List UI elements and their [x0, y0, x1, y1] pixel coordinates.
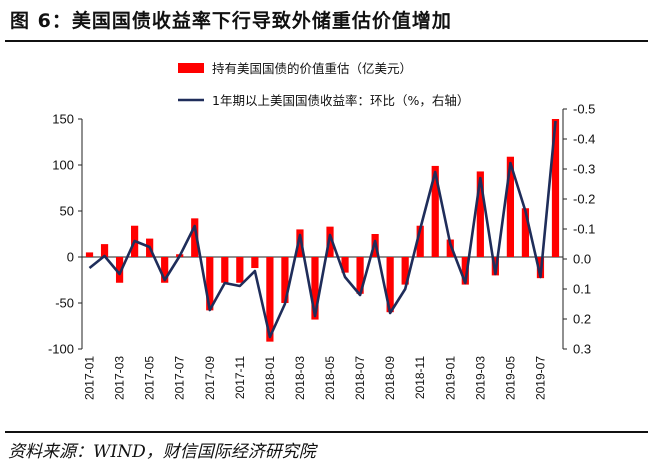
- bar: [281, 257, 289, 303]
- x-axis-ticks: 2017-01 2017-03 2017-05 2017-07 2017-09 2017-…: [83, 356, 548, 400]
- top-rule: [5, 40, 648, 42]
- bar: [461, 257, 469, 285]
- bar: [236, 257, 244, 283]
- bar: [161, 257, 169, 283]
- left-tick-label: 50: [60, 204, 74, 219]
- x-tick-label: 2019-01: [443, 356, 457, 400]
- left-tick-label: 0: [67, 250, 74, 265]
- x-tick-label: 2018-01: [263, 356, 277, 400]
- chart: 持有美国国债的价值重估（亿美元） 1年期以上美国国债收益率：环比（%，右轴） 1…: [48, 61, 595, 400]
- right-tick-label: 0.1: [573, 282, 591, 297]
- x-tick-label: 2019-03: [473, 356, 487, 400]
- bar: [416, 225, 424, 257]
- legend-label-bar: 持有美国国债的价值重估（亿美元）: [212, 61, 412, 76]
- bar: [191, 218, 199, 257]
- left-tick-label: 150: [52, 112, 74, 127]
- bottom-rule: [5, 431, 648, 433]
- bar: [251, 257, 259, 269]
- bar: [206, 257, 214, 311]
- figure-title: 图 6：美国国债收益率下行导致外储重估价值增加: [10, 10, 452, 32]
- left-tick-label: 100: [52, 158, 74, 173]
- left-tick-label: -100: [48, 342, 74, 357]
- bar: [401, 257, 409, 285]
- bar: [85, 252, 94, 257]
- bar: [386, 257, 394, 313]
- right-tick-label: -0.2: [573, 192, 595, 207]
- right-tick-label: 0.2: [573, 312, 591, 327]
- x-tick-label: 2018-05: [323, 356, 337, 400]
- x-tick-label: 2018-07: [353, 356, 367, 400]
- x-tick-label: 2017-05: [143, 356, 157, 400]
- right-tick-label: -0.5: [573, 102, 595, 117]
- bar: [551, 119, 560, 257]
- x-tick-label: 2018-03: [293, 356, 307, 400]
- source-note: 资料来源：WIND，财信国际经济研究院: [8, 442, 316, 462]
- right-tick-label: -0.1: [573, 222, 595, 237]
- left-tick-label: -50: [55, 296, 74, 311]
- x-tick-label: 2017-01: [83, 356, 97, 400]
- x-tick-label: 2017-11: [233, 356, 247, 399]
- bar: [356, 257, 364, 294]
- bar: [266, 257, 274, 342]
- line-series: [88, 120, 557, 339]
- bar: [221, 257, 229, 283]
- x-tick-label: 2018-11: [413, 356, 427, 399]
- bar: [506, 156, 514, 257]
- bar: [100, 244, 109, 257]
- bar: [296, 229, 304, 257]
- bar-series: [85, 119, 560, 342]
- axes: 150 100 50 0 -50 -100 -0.5 -0.4 -0.3 -0.2 -0.1 0.0 0…: [48, 102, 595, 357]
- x-tick-label: 2019-07: [533, 356, 547, 400]
- legend-label-line: 1年期以上美国国债收益率：环比（%，右轴）: [212, 93, 469, 108]
- bar: [115, 257, 124, 283]
- bar: [341, 257, 349, 273]
- legend-swatch-bar: [178, 63, 204, 73]
- x-tick-label: 2017-07: [173, 356, 187, 400]
- right-tick-label: 0.0: [573, 252, 591, 267]
- x-tick-label: 2018-09: [383, 356, 397, 400]
- bar: [521, 208, 530, 257]
- bar: [311, 257, 319, 320]
- legend: 持有美国国债的价值重估（亿美元） 1年期以上美国国债收益率：环比（%，右轴）: [178, 61, 469, 108]
- right-tick-label: 0.3: [573, 342, 591, 357]
- bar: [431, 165, 439, 257]
- bar: [446, 239, 454, 257]
- yield-change-line: [88, 120, 557, 339]
- right-tick-label: -0.3: [573, 162, 595, 177]
- x-tick-label: 2017-03: [113, 356, 127, 400]
- x-tick-label: 2019-05: [503, 356, 517, 400]
- x-tick-label: 2017-09: [203, 356, 217, 400]
- bar: [476, 171, 484, 257]
- right-tick-label: -0.4: [573, 132, 595, 147]
